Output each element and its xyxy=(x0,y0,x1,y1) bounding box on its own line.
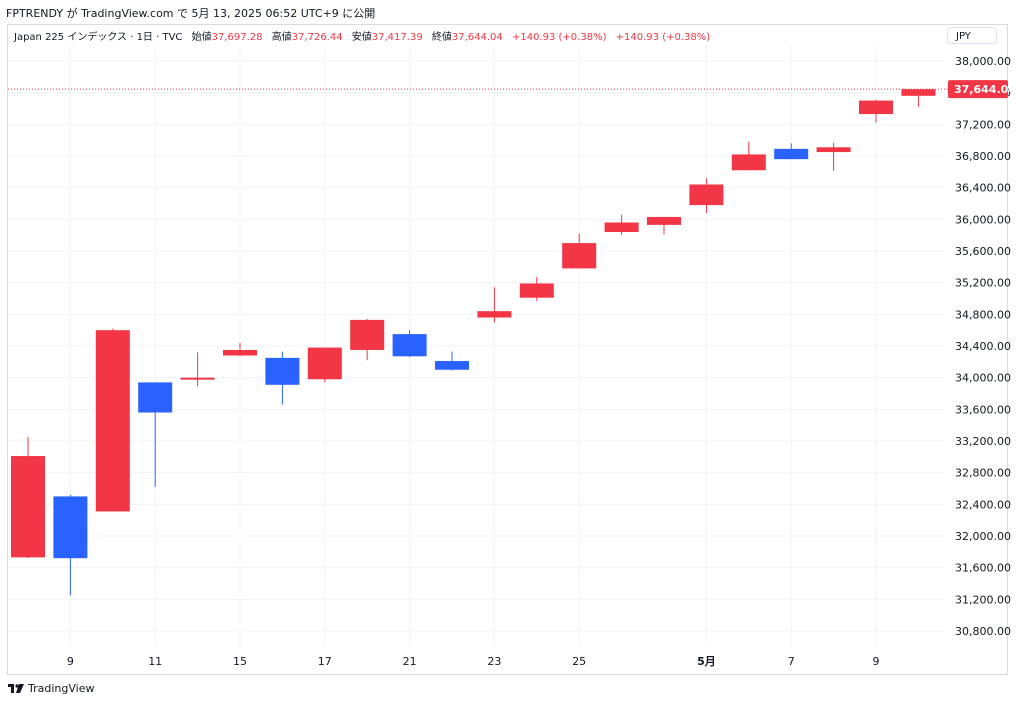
last-price-label: 37,644.04 xyxy=(954,83,1016,96)
candle-body[interactable] xyxy=(816,147,851,153)
candle-body[interactable] xyxy=(774,148,809,160)
candle-body[interactable] xyxy=(519,283,554,298)
low-value: 37,417.39 xyxy=(371,32,423,43)
y-tick-label: 31,200.00 xyxy=(955,593,1011,606)
y-tick-label: 33,600.00 xyxy=(955,403,1011,416)
candle-body[interactable] xyxy=(647,216,681,225)
candle-body[interactable] xyxy=(731,154,766,171)
y-tick-label: 35,200.00 xyxy=(955,277,1011,290)
candle-body[interactable] xyxy=(53,496,88,559)
candle-body[interactable] xyxy=(435,361,469,370)
high-label: 高値 xyxy=(271,32,292,43)
y-tick-label: 37,200.00 xyxy=(955,118,1011,131)
x-tick-label: 25 xyxy=(572,655,586,668)
candle-body[interactable] xyxy=(562,243,597,269)
high-value: 37,726.44 xyxy=(291,32,343,43)
x-tick-label: 15 xyxy=(233,655,247,668)
candle-body[interactable] xyxy=(859,100,893,115)
y-tick-label: 34,000.00 xyxy=(955,372,1011,385)
tradingview-logo[interactable]: TradingView xyxy=(8,682,94,695)
y-tick-label: 36,400.00 xyxy=(955,182,1011,195)
tradingview-brand: TradingView xyxy=(28,682,95,695)
candle-body[interactable] xyxy=(138,382,173,413)
currency-button[interactable]: JPY xyxy=(947,27,997,44)
y-tick-label: 32,800.00 xyxy=(955,467,1011,480)
candle-body[interactable] xyxy=(11,456,45,558)
y-tick-label: 33,200.00 xyxy=(955,435,1011,448)
y-tick-label: 30,800.00 xyxy=(955,625,1011,638)
tradingview-icon xyxy=(8,683,24,693)
x-tick-label: 17 xyxy=(318,655,332,668)
candle-body[interactable] xyxy=(265,357,300,385)
y-tick-label: 34,800.00 xyxy=(955,308,1011,321)
candle-body[interactable] xyxy=(901,89,936,96)
y-tick-label: 32,400.00 xyxy=(955,498,1011,511)
candle-body[interactable] xyxy=(689,184,724,206)
last-price-badge xyxy=(948,80,1008,99)
publish-line: FPTRENDY が TradingView.com で 5月 13, 2025… xyxy=(6,7,376,20)
candle-body[interactable] xyxy=(223,349,257,356)
candle-body[interactable] xyxy=(604,222,639,233)
y-tick-label: 36,000.00 xyxy=(955,213,1011,226)
x-tick-label: 7 xyxy=(788,655,795,668)
y-tick-label: 31,600.00 xyxy=(955,562,1011,575)
x-tick-label: 23 xyxy=(487,655,501,668)
candle-body[interactable] xyxy=(477,311,512,318)
candle-body[interactable] xyxy=(350,319,385,350)
change-value: +140.93 (+0.38%) xyxy=(511,32,607,43)
open-label: 始値 xyxy=(191,32,212,43)
y-tick-label: 32,000.00 xyxy=(955,530,1011,543)
x-tick-label: 9 xyxy=(67,655,74,668)
y-tick-label: 34,400.00 xyxy=(955,340,1011,353)
y-tick-label: 38,000.00 xyxy=(955,55,1011,68)
candle-body[interactable] xyxy=(307,347,342,380)
candle-body[interactable] xyxy=(95,330,130,512)
candle-body[interactable] xyxy=(392,334,427,357)
low-label: 安値 xyxy=(351,32,372,43)
ohlc-legend: Japan 225 インデックス · 1日 · TVC 始値37,697.28 … xyxy=(14,28,710,43)
y-tick-label: 35,600.00 xyxy=(955,245,1011,258)
y-tick-label: 36,800.00 xyxy=(955,150,1011,163)
x-tick-label: 5月 xyxy=(697,655,716,668)
candle-body[interactable] xyxy=(180,377,215,380)
close-label: 終値 xyxy=(431,32,452,43)
change-value-2: +140.93 (+0.38%) xyxy=(615,32,711,43)
symbol-title: Japan 225 インデックス · 1日 · TVC xyxy=(14,32,183,43)
close-value: 37,644.04 xyxy=(451,32,503,43)
open-value: 37,697.28 xyxy=(211,32,263,43)
x-tick-label: 21 xyxy=(403,655,417,668)
x-tick-label: 9 xyxy=(873,655,880,668)
x-tick-label: 11 xyxy=(148,655,162,668)
chart-frame xyxy=(7,24,1008,675)
